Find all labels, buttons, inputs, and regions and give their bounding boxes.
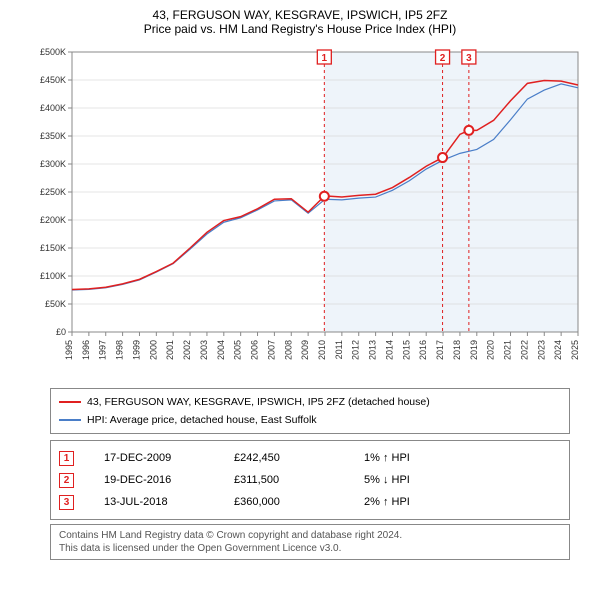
svg-text:£250K: £250K xyxy=(40,187,66,197)
chart-area: £0 £50K £100K £150K £200K £250K £300K £350K £400… xyxy=(30,42,590,382)
footer-line-2: This data is licensed under the Open Gov… xyxy=(59,542,561,555)
svg-text:2016: 2016 xyxy=(418,340,428,360)
svg-text:2004: 2004 xyxy=(216,340,226,360)
svg-text:2003: 2003 xyxy=(199,340,209,360)
svg-text:£0: £0 xyxy=(56,327,66,337)
svg-text:1995: 1995 xyxy=(64,340,74,360)
figure-container: 43, FERGUSON WAY, KESGRAVE, IPSWICH, IP5… xyxy=(0,0,600,572)
svg-text:2009: 2009 xyxy=(300,340,310,360)
svg-text:2010: 2010 xyxy=(317,340,327,360)
svg-text:£350K: £350K xyxy=(40,131,66,141)
svg-text:2008: 2008 xyxy=(283,340,293,360)
footer-box: Contains HM Land Registry data © Crown c… xyxy=(50,524,570,560)
svg-text:2011: 2011 xyxy=(334,340,344,359)
svg-text:2013: 2013 xyxy=(368,340,378,360)
transaction-price: £360,000 xyxy=(234,496,364,508)
svg-text:2017: 2017 xyxy=(435,340,445,360)
svg-text:2025: 2025 xyxy=(570,340,580,360)
svg-text:2002: 2002 xyxy=(182,340,192,360)
footer-line-1: Contains HM Land Registry data © Crown c… xyxy=(59,529,561,542)
transaction-marker: 3 xyxy=(59,495,74,510)
svg-text:£50K: £50K xyxy=(45,299,66,309)
transaction-note: 5% ↓ HPI xyxy=(364,474,561,486)
svg-text:1999: 1999 xyxy=(131,340,141,360)
svg-text:£300K: £300K xyxy=(40,159,66,169)
svg-text:3: 3 xyxy=(466,53,472,64)
svg-text:2006: 2006 xyxy=(250,340,260,360)
transaction-date: 13-JUL-2018 xyxy=(104,496,234,508)
svg-text:1996: 1996 xyxy=(81,340,91,360)
title-block: 43, FERGUSON WAY, KESGRAVE, IPSWICH, IP5… xyxy=(10,8,590,36)
legend-row: 43, FERGUSON WAY, KESGRAVE, IPSWICH, IP5… xyxy=(59,393,561,411)
legend-swatch xyxy=(59,419,81,421)
legend-box: 43, FERGUSON WAY, KESGRAVE, IPSWICH, IP5… xyxy=(50,388,570,434)
transactions-box: 1 17-DEC-2009£242,4501% ↑ HPI 2 19-DEC-2016… xyxy=(50,440,570,520)
transaction-marker: 2 xyxy=(59,473,74,488)
svg-text:£200K: £200K xyxy=(40,215,66,225)
transaction-date: 19-DEC-2016 xyxy=(104,474,234,486)
svg-text:2: 2 xyxy=(440,53,446,64)
svg-text:2024: 2024 xyxy=(553,340,563,360)
svg-text:2014: 2014 xyxy=(384,340,394,360)
transaction-row: 1 17-DEC-2009£242,4501% ↑ HPI xyxy=(59,447,561,469)
legend-label: HPI: Average price, detached house, East… xyxy=(87,414,317,426)
svg-text:1998: 1998 xyxy=(115,340,125,360)
svg-text:2000: 2000 xyxy=(148,340,158,360)
svg-text:2012: 2012 xyxy=(351,340,361,360)
transaction-row: 2 19-DEC-2016£311,5005% ↓ HPI xyxy=(59,469,561,491)
transaction-price: £242,450 xyxy=(234,452,364,464)
svg-text:2022: 2022 xyxy=(519,340,529,360)
transaction-note: 1% ↑ HPI xyxy=(364,452,561,464)
chart-svg: £0 £50K £100K £150K £200K £250K £300K £350K £400… xyxy=(30,42,590,382)
legend-label: 43, FERGUSON WAY, KESGRAVE, IPSWICH, IP5… xyxy=(87,396,430,408)
transaction-date: 17-DEC-2009 xyxy=(104,452,234,464)
svg-text:£100K: £100K xyxy=(40,271,66,281)
svg-text:£150K: £150K xyxy=(40,243,66,253)
legend-swatch xyxy=(59,401,81,403)
svg-text:1: 1 xyxy=(322,53,328,64)
svg-text:2023: 2023 xyxy=(536,340,546,360)
svg-text:£400K: £400K xyxy=(40,103,66,113)
transaction-row: 3 13-JUL-2018£360,0002% ↑ HPI xyxy=(59,491,561,513)
title-main: 43, FERGUSON WAY, KESGRAVE, IPSWICH, IP5… xyxy=(10,8,590,22)
svg-text:2005: 2005 xyxy=(233,340,243,360)
svg-text:2019: 2019 xyxy=(469,340,479,360)
svg-text:2018: 2018 xyxy=(452,340,462,360)
svg-text:£500K: £500K xyxy=(40,47,66,57)
svg-text:2021: 2021 xyxy=(503,340,513,360)
svg-text:2007: 2007 xyxy=(266,340,276,360)
title-sub: Price paid vs. HM Land Registry's House … xyxy=(10,22,590,36)
svg-text:2020: 2020 xyxy=(486,340,496,360)
svg-text:2015: 2015 xyxy=(401,340,411,360)
transaction-price: £311,500 xyxy=(234,474,364,486)
legend-row: HPI: Average price, detached house, East… xyxy=(59,411,561,429)
svg-text:2001: 2001 xyxy=(165,340,175,360)
transaction-note: 2% ↑ HPI xyxy=(364,496,561,508)
svg-text:£450K: £450K xyxy=(40,75,66,85)
transaction-marker: 1 xyxy=(59,451,74,466)
svg-text:1997: 1997 xyxy=(98,340,108,360)
